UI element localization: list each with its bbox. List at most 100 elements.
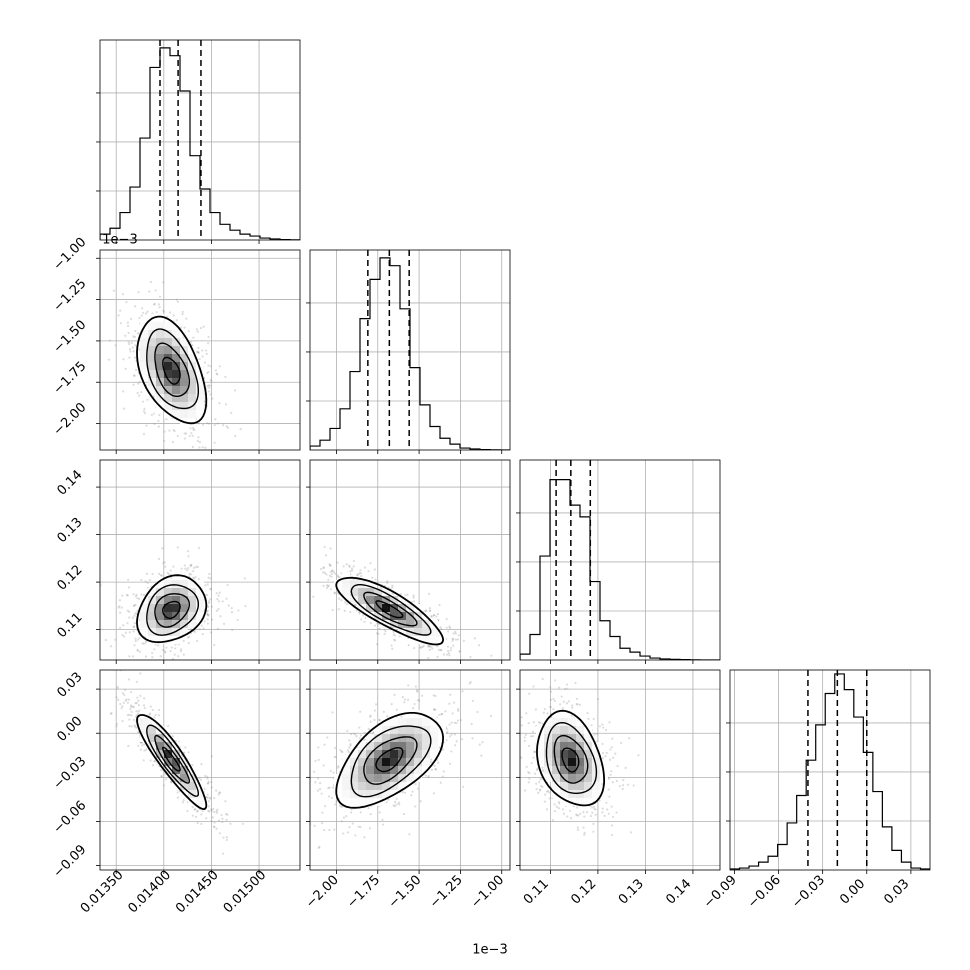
pair-2-1-point (322, 584, 325, 587)
pair-2-0-point (128, 655, 131, 658)
pair-3-1-density-cell (414, 742, 422, 750)
pair-2-1-point (371, 576, 374, 579)
pair-2-1-point (412, 594, 415, 597)
pair-1-0-density-cell (172, 378, 180, 386)
pair-2-1-point (265, 574, 267, 576)
pair-1-0-point (205, 349, 208, 352)
pair-1-0-point (146, 457, 148, 459)
pair-3-2-point (537, 721, 540, 724)
pair-2-0-point (118, 599, 121, 602)
panel-pair-2-0-content (100, 460, 300, 660)
pair-1-0-point (213, 441, 216, 444)
pair-3-1-point (407, 698, 410, 701)
pair-3-2-point (587, 717, 590, 720)
pair-3-1-density-cell (398, 718, 406, 726)
pair-2-1-point (351, 569, 354, 572)
pair-2-0-point (137, 638, 140, 641)
pair-3-2-contour-1 (553, 734, 589, 784)
pair-3-1-point (459, 719, 463, 722)
pair-1-0-point (197, 351, 200, 354)
hist-2-steps (520, 479, 720, 660)
pair-2-0-point (140, 578, 143, 582)
pair-3-1-point (317, 846, 320, 850)
pair-2-0-density-cell (164, 588, 172, 596)
pair-1-0-point (175, 298, 178, 301)
pair-1-0-point (148, 290, 151, 293)
pair-3-2-point (535, 782, 538, 785)
pair-3-2-point (541, 766, 544, 769)
pair-2-0-point (142, 593, 146, 597)
pair-1-0-contour-2 (146, 328, 199, 410)
pair-3-2-point (577, 814, 580, 817)
pair-3-2-point (538, 780, 541, 784)
pair-3-1-density-cell (342, 766, 350, 774)
pair-3-0-point (135, 714, 138, 717)
pair-2-1-point (312, 595, 315, 598)
pair-3-0-point (208, 796, 212, 799)
pair-1-0-point (132, 383, 135, 386)
pair-3-1-density-cell (398, 782, 406, 790)
pair-3-2-density-cell (576, 750, 584, 758)
pair-3-1-point (354, 834, 357, 837)
pair-3-1-density-cell (334, 790, 342, 798)
pair-1-0-point (188, 434, 191, 438)
pair-3-2-point (609, 773, 612, 777)
pair-3-2-point (574, 813, 578, 816)
pair-1-0-point (158, 414, 161, 417)
pair-1-0-density-cell (172, 330, 180, 338)
pair-2-1-point (438, 603, 441, 607)
pair-3-2-point (557, 801, 561, 804)
pair-3-2-point (554, 679, 557, 682)
pair-3-2-point (601, 742, 604, 746)
pair-3-1-point (456, 708, 460, 711)
pair-2-0-point (134, 639, 137, 643)
pair-3-0-point (149, 759, 152, 762)
xaxis-2-tick-label-0: 0.11 (521, 876, 552, 907)
hist-2-border (519, 459, 721, 661)
pair-3-0-point (121, 692, 124, 695)
pair-3-2-point (637, 754, 640, 757)
pair-3-1-point (373, 718, 376, 722)
pair-1-0-density-cell (188, 394, 196, 402)
pair-2-1-point (452, 632, 455, 635)
pair-1-0-density-cell (164, 370, 172, 378)
pair-1-0-point (142, 311, 145, 314)
pair-3-1-point (302, 810, 304, 812)
pair-3-2-density-cell (576, 766, 584, 774)
pair-1-0-point (122, 358, 125, 361)
pair-3-0-point (153, 760, 156, 763)
pair-1-0-point (122, 390, 125, 393)
pair-3-0-density-cell (180, 774, 188, 782)
pair-2-1-point (330, 575, 333, 578)
pair-3-1-point (450, 721, 453, 724)
yaxis-2-tick-label-1: 0.12 (54, 563, 85, 594)
pair-3-1-point (434, 708, 437, 711)
pair-3-2-point (606, 808, 609, 811)
pair-2-0-point (207, 614, 210, 617)
pair-1-0-contour-3 (136, 315, 208, 425)
pair-2-1-point (363, 566, 367, 569)
pair-1-0-point (131, 346, 134, 349)
pair-3-1-point (392, 804, 395, 807)
pair-3-2-point (531, 730, 535, 734)
pair-2-1-point (336, 561, 339, 564)
pair-3-2-point (601, 751, 605, 755)
pair-3-1-density-cell (390, 726, 398, 734)
pair-3-1-point (367, 727, 370, 730)
pair-2-0-point (126, 609, 129, 612)
pair-1-0-point (208, 386, 211, 390)
pair-3-2-point (602, 726, 605, 729)
pair-3-2-point (542, 711, 546, 714)
pair-1-0-density-cell (188, 410, 196, 418)
pair-3-1-density-cell (366, 734, 374, 742)
pair-2-1-point (345, 563, 348, 566)
pair-3-1-density-cell (350, 766, 358, 774)
panel-pair-3-1-content (302, 670, 510, 870)
pair-3-1-point (476, 710, 479, 714)
pair-2-0-density-cell (164, 604, 172, 612)
pair-3-2-point (546, 790, 549, 793)
pair-3-0-point (207, 800, 210, 803)
pair-3-2-density-cell (552, 766, 560, 774)
pair-3-0-point (120, 707, 123, 710)
pair-3-1-point (411, 707, 415, 710)
